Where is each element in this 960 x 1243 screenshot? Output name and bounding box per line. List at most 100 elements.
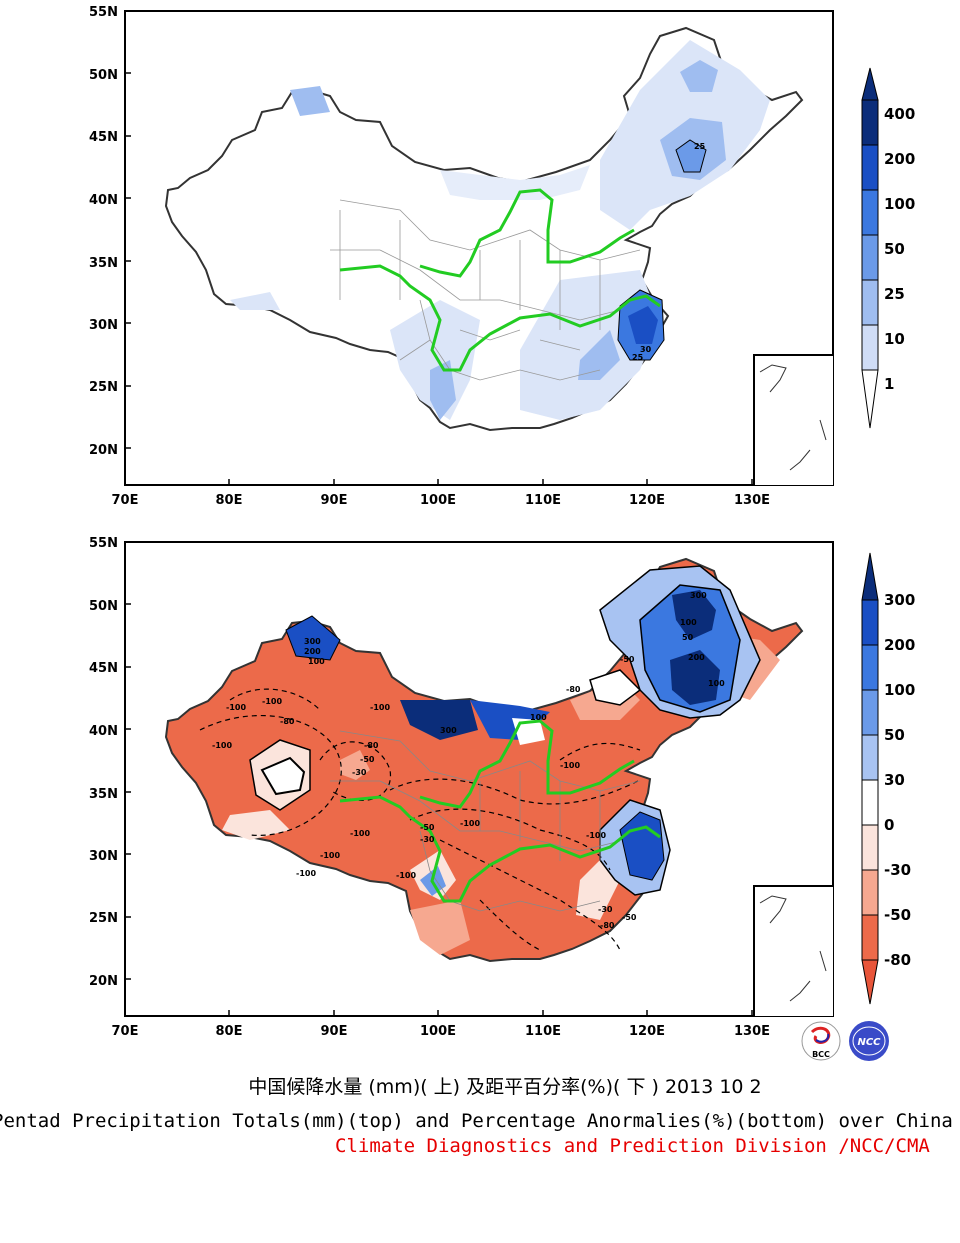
- contour-label: -50: [620, 655, 635, 664]
- contour-label: -100: [586, 831, 606, 840]
- bcc-logo: BCC: [801, 1021, 841, 1061]
- ncc-logo: NCC: [849, 1021, 889, 1061]
- lon-label: 80E: [216, 493, 243, 508]
- lat-label: 30N: [89, 318, 118, 333]
- contour-label: 300: [690, 591, 707, 600]
- contour-label: -100: [212, 741, 232, 750]
- bottom-anomaly-shading: [222, 565, 780, 955]
- contour-label: -100: [460, 819, 480, 828]
- colorbar-label: 10: [884, 330, 905, 348]
- top-south-china-sea-inset: [753, 354, 833, 485]
- contour-label: 30: [640, 345, 652, 354]
- lat-label: 45N: [89, 661, 118, 676]
- top-colorbar: 400 200 100 50 25 10 1: [861, 67, 915, 429]
- lon-label: 100E: [420, 493, 456, 508]
- contour-label: -50: [360, 755, 375, 764]
- colorbar-label: 30: [884, 771, 905, 789]
- caption-division: Climate Diagnostics and Prediction Divis…: [335, 1135, 930, 1157]
- lon-label: 130E: [734, 1024, 770, 1039]
- lon-label: 130E: [734, 493, 770, 508]
- contour-label: -30: [352, 768, 367, 777]
- colorbar-label: 400: [884, 105, 915, 123]
- contour-label: -80: [364, 741, 379, 750]
- lon-label: 110E: [525, 1024, 561, 1039]
- caption-english: Pentad Precipitation Totals(mm)(top) and…: [0, 1110, 953, 1132]
- colorbar-label: 200: [884, 636, 915, 654]
- top-contour-labels: 25 30 25: [632, 142, 706, 362]
- bottom-lon-labels: 70E 80E 90E 100E 110E 120E 130E: [112, 1024, 771, 1039]
- colorbar-label: 50: [884, 240, 905, 258]
- lat-label: 50N: [89, 68, 118, 83]
- contour-label: -100: [350, 829, 370, 838]
- lon-label: 90E: [321, 1024, 348, 1039]
- bottom-rivers: [339, 719, 661, 903]
- lat-label: 35N: [89, 256, 118, 271]
- lon-label: 100E: [420, 1024, 456, 1039]
- lon-label: 90E: [321, 493, 348, 508]
- ncc-logo-text: NCC: [857, 1037, 881, 1048]
- lat-label: 40N: [89, 724, 118, 739]
- colorbar-label: 300: [884, 591, 915, 609]
- lon-label: 70E: [112, 493, 139, 508]
- lat-label: 45N: [89, 130, 118, 145]
- contour-label: 50: [682, 633, 694, 642]
- colorbar-label: 25: [884, 285, 905, 303]
- colorbar-label: 100: [884, 195, 915, 213]
- colorbar-label: -80: [884, 951, 911, 969]
- contour-label: -100: [296, 869, 316, 878]
- bottom-dashed-contours: [199, 688, 641, 951]
- lon-label: 120E: [629, 493, 665, 508]
- bottom-contour-labels: -100 -100 -80 -50 -30 300 200 100 -100 -…: [212, 591, 725, 930]
- colorbar-label: -50: [884, 906, 911, 924]
- contour-label: 25: [694, 142, 706, 151]
- bcc-logo-text: BCC: [812, 1050, 830, 1059]
- top-map: 25 30 25 55N 50N 45N 40N 35N 30N 25N 20N…: [89, 5, 915, 508]
- contour-label: -80: [600, 921, 615, 930]
- bottom-lat-labels: 55N 50N 45N 40N 35N 30N 25N 20N: [89, 536, 118, 989]
- contour-label: 100: [708, 679, 725, 688]
- contour-label: -100: [320, 851, 340, 860]
- lat-label: 25N: [89, 380, 118, 395]
- contour-label: -80: [566, 685, 581, 694]
- lat-label: 30N: [89, 849, 118, 864]
- contour-label: -100: [396, 871, 416, 880]
- colorbar-label: 1: [884, 375, 894, 393]
- bottom-map: -100 -100 -80 -50 -30 300 200 100 -100 -…: [89, 536, 915, 1039]
- contour-label: 100: [530, 713, 547, 722]
- lat-label: 20N: [89, 443, 118, 458]
- contour-label: 300: [440, 726, 457, 735]
- contour-label: -100: [370, 703, 390, 712]
- lat-label: 55N: [89, 5, 118, 20]
- caption-chinese: 中国候降水量 (mm)( 上) 及距平百分率(%)( 下 ) 2013 10 2: [248, 1076, 762, 1098]
- contour-label: -50: [622, 913, 637, 922]
- lon-label: 70E: [112, 1024, 139, 1039]
- contour-label: 200: [304, 647, 321, 656]
- colorbar-label: 100: [884, 681, 915, 699]
- lat-label: 50N: [89, 599, 118, 614]
- bottom-colorbar: 300 200 100 50 30 0 -30 -50 -80: [861, 552, 915, 1005]
- lat-label: 55N: [89, 536, 118, 551]
- colorbar-label: -30: [884, 861, 911, 879]
- contour-label: -80: [280, 717, 295, 726]
- top-rivers: [339, 188, 661, 372]
- lon-label: 80E: [216, 1024, 243, 1039]
- colorbar-label: 50: [884, 726, 905, 744]
- contour-label: -30: [420, 835, 435, 844]
- contour-label: 300: [304, 637, 321, 646]
- contour-label: -30: [598, 905, 613, 914]
- top-lon-labels: 70E 80E 90E 100E 110E 120E 130E: [112, 493, 771, 508]
- contour-label: -100: [226, 703, 246, 712]
- lat-label: 20N: [89, 974, 118, 989]
- bottom-south-china-sea-inset: [753, 885, 833, 1016]
- lat-label: 40N: [89, 193, 118, 208]
- contour-label: -100: [560, 761, 580, 770]
- lat-label: 35N: [89, 787, 118, 802]
- top-lat-labels: 55N 50N 45N 40N 35N 30N 25N 20N: [89, 5, 118, 458]
- contour-label: -50: [420, 823, 435, 832]
- colorbar-label: 0: [884, 816, 894, 834]
- bottom-ticks: [125, 603, 753, 1016]
- contour-label: -100: [262, 697, 282, 706]
- lat-label: 25N: [89, 911, 118, 926]
- contour-label: 200: [688, 653, 705, 662]
